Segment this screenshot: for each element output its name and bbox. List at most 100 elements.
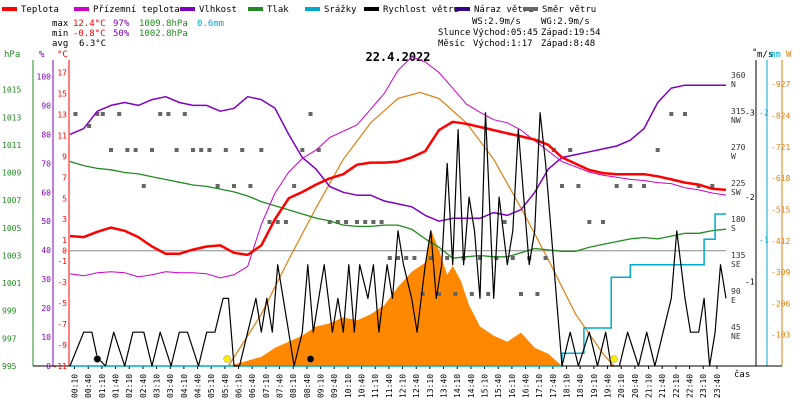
- solar-tick-label: -618: [771, 174, 790, 183]
- x-tick-label: 12:10: [399, 374, 408, 398]
- wind-direction-point: [117, 112, 122, 116]
- stats-avg-temp: 6.3°C: [79, 39, 106, 49]
- wind-direction-point: [387, 256, 392, 260]
- humidity-tick-label: 30: [41, 275, 51, 284]
- wind-dir-compass-label: NW: [731, 116, 741, 125]
- x-tick-label: 22:10: [672, 374, 681, 398]
- temperature-tick-label: 15: [57, 89, 67, 98]
- pressure-line: [69, 160, 727, 259]
- wind-direction-point: [469, 292, 474, 296]
- wind-dir-tick-label: 180: [731, 215, 746, 224]
- chart-title: 22.4.2022: [365, 50, 430, 64]
- legend-swatch: [455, 7, 470, 11]
- x-tick-label: 06:10: [235, 374, 244, 398]
- wind-direction-point: [166, 112, 171, 116]
- stats-max-hum: 97%: [113, 19, 130, 29]
- wind-direction-point: [327, 220, 332, 224]
- wind-direction-point: [158, 112, 163, 116]
- solar-theory-line: [227, 91, 615, 367]
- wind-dir-tick-label: 45: [731, 323, 741, 332]
- humidity-tick-label: 0: [46, 362, 51, 371]
- unit-degc: °C: [57, 50, 68, 60]
- wind-dir-compass-label: W: [731, 152, 736, 161]
- wind-direction-point: [486, 292, 491, 296]
- wind-direction-point: [587, 220, 592, 224]
- wind-dir-compass-label: S: [731, 224, 736, 233]
- wind-direction-point: [628, 184, 633, 188]
- wind-direction-point: [174, 148, 179, 152]
- wind-dir-tick-label: 270: [731, 143, 746, 152]
- wind-direction-point: [363, 220, 368, 224]
- wind-direction-point: [100, 112, 105, 116]
- x-tick-label: 14:10: [453, 374, 462, 398]
- wind-direction-point: [344, 220, 349, 224]
- x-tick-label: 09:10: [317, 374, 326, 398]
- stats-max-rain: 0.6mm: [197, 19, 224, 29]
- wind-direction-point: [576, 184, 581, 188]
- x-tick-label: 01:10: [98, 374, 107, 398]
- pressure-tick-label: 997: [2, 334, 17, 343]
- wind-direction-point: [300, 148, 305, 152]
- x-tick-label: 05:40: [221, 374, 230, 398]
- temperature-line: [69, 120, 727, 257]
- x-tick-label: 15:10: [481, 374, 490, 398]
- x-tick-label: 03:40: [166, 374, 175, 398]
- legend-swatch: [180, 7, 195, 11]
- wind-direction-point: [275, 220, 280, 224]
- rain-line: [70, 213, 726, 367]
- humidity-tick-label: 80: [41, 130, 51, 139]
- x-tick-label: 13:10: [426, 374, 435, 398]
- legend-swatch: [248, 7, 263, 11]
- rain-tick-label: -1: [759, 235, 769, 244]
- wind-direction-point: [355, 220, 359, 224]
- humidity-tick-label: 60: [41, 188, 51, 197]
- wind-direction-point: [223, 148, 228, 152]
- temperature-tick-label: 9: [62, 152, 67, 161]
- wind-dir-compass-label: E: [731, 296, 736, 305]
- ground-temperature-line: [69, 56, 727, 279]
- unit-time: čas: [734, 369, 750, 380]
- x-tick-label: 08:10: [289, 374, 298, 398]
- chart-legend: Teplota Přízemní teplota Vlhkost Tlak Srážky…: [2, 5, 596, 15]
- info-ws: WS:2.9m/s: [472, 17, 521, 27]
- wind-dir-compass-label: N: [731, 80, 736, 89]
- solar-tick-label: -206: [771, 299, 790, 308]
- humidity-tick-label: 40: [41, 246, 51, 255]
- wind-direction-point: [240, 148, 245, 152]
- humidity-tick-label: 70: [41, 159, 51, 168]
- info-sun-rise: Východ:05:45: [473, 28, 538, 38]
- sunrise-marker: [223, 355, 231, 363]
- plot-area: [69, 56, 727, 367]
- x-tick-label: 18:40: [576, 374, 585, 398]
- x-tick-label: 02:10: [125, 374, 134, 398]
- temperature-tick-label: 5: [62, 194, 67, 203]
- pressure-tick-label: 1001: [2, 279, 21, 288]
- solar-tick-label: -824: [771, 112, 790, 121]
- info-moon-set: Západ:8:48: [541, 39, 595, 49]
- x-tick-label: 16:10: [508, 374, 517, 398]
- wind-direction-point: [182, 112, 187, 116]
- stats-max-press: 1009.8hPa: [139, 19, 188, 29]
- temperature-tick-label: -7: [57, 320, 67, 329]
- wind-direction-point: [248, 184, 253, 188]
- x-tick-label: 11:40: [385, 374, 394, 398]
- pressure-tick-label: 1015: [2, 86, 21, 95]
- x-tick-label: 14:40: [467, 374, 476, 398]
- wind-tick-label: -3: [745, 109, 755, 118]
- wind-direction-point: [445, 256, 450, 260]
- x-tick-label: 10:10: [344, 374, 353, 398]
- temperature-tick-label: 3: [62, 215, 67, 224]
- solar-tick-label: -309: [771, 268, 790, 277]
- wind-direction-point: [453, 292, 458, 296]
- wind-direction-point: [379, 220, 384, 224]
- wind-direction-point: [560, 184, 564, 188]
- stats-block: max 12.4°C 97% 1009.8hPa 0.6mm min -0.8°…: [52, 19, 224, 49]
- rain-tick-label: -2: [759, 109, 769, 118]
- unit-pct: %: [39, 50, 45, 60]
- wind-tick-label: -2: [745, 193, 755, 202]
- x-tick-label: 00:10: [71, 374, 80, 398]
- wind-direction-point: [669, 112, 674, 116]
- wind-direction-point: [133, 148, 138, 152]
- wind-dir-tick-label: 90: [731, 287, 741, 296]
